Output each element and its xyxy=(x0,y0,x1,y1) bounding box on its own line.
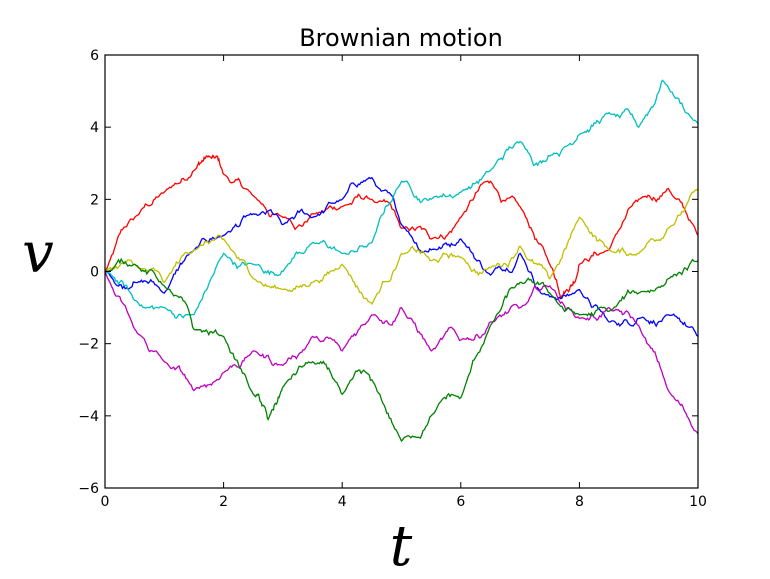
x-tick-label: 6 xyxy=(456,494,465,510)
y-tick-label: −2 xyxy=(78,337,99,353)
plot-background xyxy=(105,55,698,488)
y-tick-label: 4 xyxy=(90,120,99,136)
y-axis-label: v xyxy=(22,221,54,286)
series-line-4 xyxy=(104,188,699,306)
x-tick-label: 0 xyxy=(101,494,110,510)
x-tick-label: 10 xyxy=(689,494,707,510)
chart-title: Brownian motion xyxy=(299,24,503,52)
series-line-6 xyxy=(104,257,699,443)
y-tick-label: 0 xyxy=(90,265,99,281)
plot-frame xyxy=(104,54,699,489)
series-layer xyxy=(104,79,699,443)
x-tick-label: 8 xyxy=(575,494,584,510)
y-tick-label: −6 xyxy=(78,481,99,497)
x-axis-label: t xyxy=(390,514,413,579)
series-line-3 xyxy=(104,79,699,319)
y-tick-label: 2 xyxy=(90,192,99,208)
x-tick-label: 2 xyxy=(219,494,228,510)
y-tick-label: 6 xyxy=(90,48,99,64)
series-line-5 xyxy=(104,271,699,435)
x-tick-label: 4 xyxy=(338,494,347,510)
y-tick-label: −4 xyxy=(78,409,99,425)
series-line-1 xyxy=(104,154,699,299)
series-line-2 xyxy=(104,176,699,337)
